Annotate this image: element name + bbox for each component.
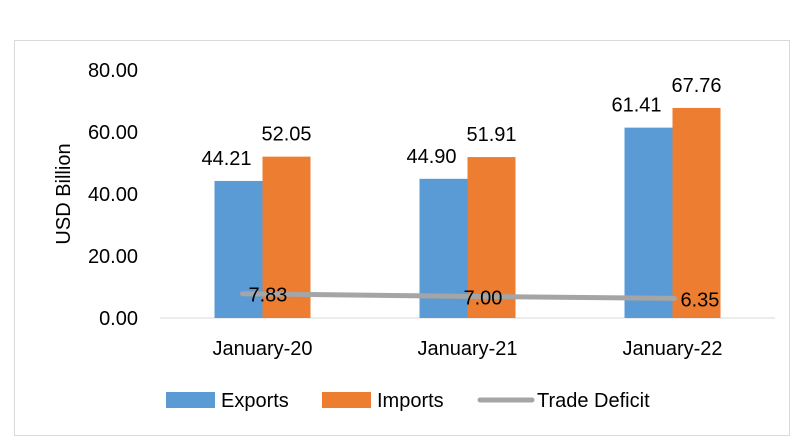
line-trade-deficit xyxy=(240,291,677,301)
legend-label-trade-deficit: Trade Deficit xyxy=(537,390,650,412)
legend-swatch-imports xyxy=(322,392,371,408)
x-tick-label: January-21 xyxy=(417,338,517,360)
x-tick-label: January-22 xyxy=(622,338,722,360)
y-tick-label: 0.00 xyxy=(99,308,138,330)
data-label: 52.05 xyxy=(261,124,311,146)
bar-imports xyxy=(672,107,721,318)
data-label: 51.91 xyxy=(466,124,516,146)
bar-imports xyxy=(262,156,311,318)
data-label: 44.21 xyxy=(201,148,251,170)
bar-imports xyxy=(467,157,516,318)
x-tick-label: January-20 xyxy=(212,338,312,360)
line-data-label: 7.83 xyxy=(249,285,288,307)
y-tick-label: 80.00 xyxy=(88,60,138,82)
legend-swatch-exports xyxy=(166,392,215,408)
y-tick-label: 60.00 xyxy=(88,122,138,144)
y-tick-label: 20.00 xyxy=(88,246,138,268)
y-axis-title: USD Billion xyxy=(53,143,75,244)
line-data-label: 6.35 xyxy=(681,289,720,311)
line-data-label: 7.00 xyxy=(464,287,503,309)
label-layer: 44.21 44.90 61.41 52.05 51.91 67.76 7.83 7.00 6.… xyxy=(201,75,721,311)
bar-exports xyxy=(624,127,673,318)
y-tick-label: 40.00 xyxy=(88,184,138,206)
legend: Exports Imports Trade Deficit xyxy=(166,390,650,412)
line-layer xyxy=(240,291,677,301)
data-label: 67.76 xyxy=(671,75,721,97)
legend-label-exports: Exports xyxy=(221,390,289,412)
legend-label-imports: Imports xyxy=(377,390,444,412)
data-label: 44.90 xyxy=(406,146,456,168)
data-label: 61.41 xyxy=(611,95,661,117)
